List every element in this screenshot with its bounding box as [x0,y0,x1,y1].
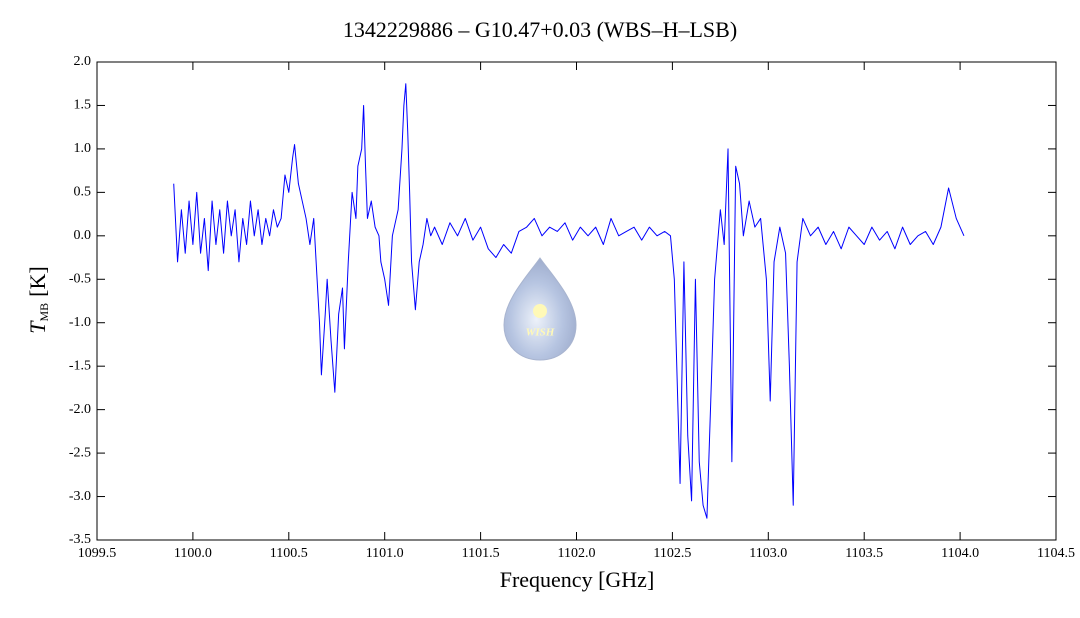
y-tick-label: 0.5 [74,185,92,200]
x-axis-label: Frequency [GHz] [500,567,655,592]
x-tick-label: 1102.0 [558,546,596,561]
y-tick-label: -0.5 [69,271,91,286]
y-label-unit: [K] [25,266,50,297]
x-tick-label: 1104.0 [941,546,979,561]
plot-frame [96,61,1057,541]
spectrum-line [173,83,965,519]
y-tick-label: -3.5 [69,532,91,547]
x-tick-label: 1099.5 [78,546,117,561]
x-tick-label: 1103.5 [845,546,883,561]
y-label-symbol: T [25,320,50,334]
y-label-subscript: MB [37,303,51,322]
y-tick-label: 1.5 [74,98,92,113]
watermark-logo: WISH [503,257,577,361]
chart-title: 1342229886 – G10.47+0.03 (WBS–H–LSB) [343,17,737,42]
y-tick-label: -1.5 [69,358,91,373]
x-tick-label: 1104.5 [1037,546,1075,561]
y-tick-label: 2.0 [74,54,92,69]
y-tick-label: -3.0 [69,489,91,504]
x-tick-label: 1101.5 [462,546,500,561]
y-tick-label: -2.0 [69,402,91,417]
y-tick-label: 1.0 [74,141,92,156]
x-tick-label: 1100.5 [270,546,308,561]
y-axis-label: TMB [K] [25,266,51,333]
x-tick-label: 1101.0 [366,546,404,561]
x-tick-label: 1103.0 [749,546,787,561]
plot-area [173,83,965,519]
logo-text: WISH [526,327,555,339]
y-tick-label: 0.0 [74,228,92,243]
y-tick-label: -2.5 [69,445,91,460]
logo-star [533,304,547,318]
x-tick-label: 1100.0 [174,546,212,561]
y-tick-label: -1.0 [69,315,91,330]
x-tick-label: 1102.5 [653,546,691,561]
